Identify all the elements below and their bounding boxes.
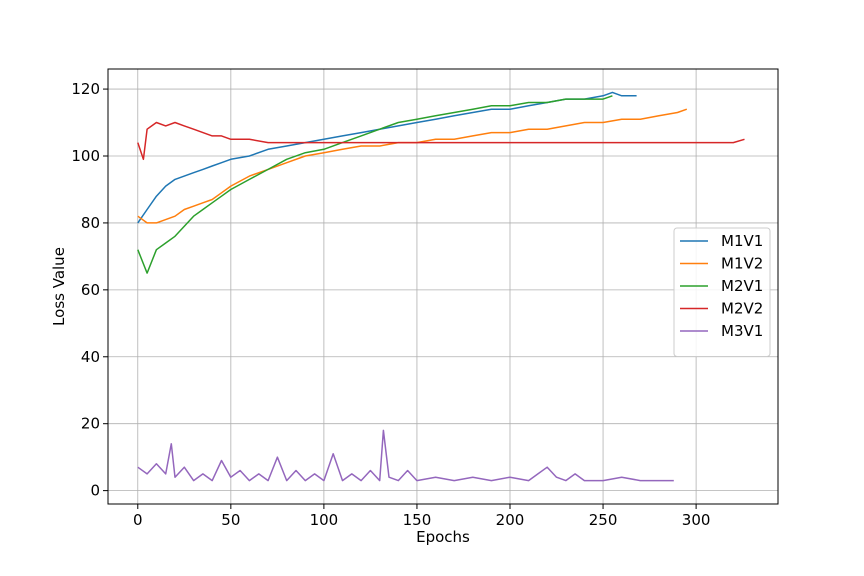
x-tick-label: 0	[133, 511, 143, 529]
axis-ticks: 0 50 100 150 200 250 300 0 20 40 60 80 100 120	[71, 80, 710, 529]
series-line-m2v1	[137, 95, 613, 274]
x-tick-label: 50	[221, 511, 240, 529]
y-tick-label: 100	[71, 147, 100, 165]
legend-label: M2V2	[721, 300, 763, 318]
y-tick-label: 20	[81, 415, 100, 433]
legend-label: M1V1	[721, 232, 763, 250]
y-tick-label: 40	[81, 348, 100, 366]
series-line-m1v2	[137, 108, 688, 224]
legend-label: M1V2	[721, 255, 763, 273]
plot-frame	[107, 68, 779, 505]
x-tick-label: 300	[682, 511, 711, 529]
legend-box	[673, 227, 771, 357]
x-tick-label: 150	[403, 511, 432, 529]
series-lines	[137, 91, 745, 482]
x-tick-label: 200	[496, 511, 525, 529]
y-axis-label: Loss Value	[50, 247, 68, 326]
legend-label: M2V1	[721, 277, 763, 295]
grid-lines	[108, 69, 778, 504]
x-axis-label: Epochs	[416, 528, 470, 546]
y-tick-label: 80	[81, 214, 100, 232]
y-tick-label: 60	[81, 281, 100, 299]
legend-label: M3V1	[721, 322, 763, 340]
y-tick-label: 120	[71, 80, 100, 98]
legend: M1V1 M1V2 M2V1 M2V2 M3V1	[673, 227, 771, 357]
series-line-m3v1	[137, 429, 674, 482]
y-tick-label: 0	[90, 482, 100, 500]
x-tick-label: 100	[310, 511, 339, 529]
series-line-m2v2	[137, 121, 745, 161]
x-tick-label: 250	[589, 511, 618, 529]
